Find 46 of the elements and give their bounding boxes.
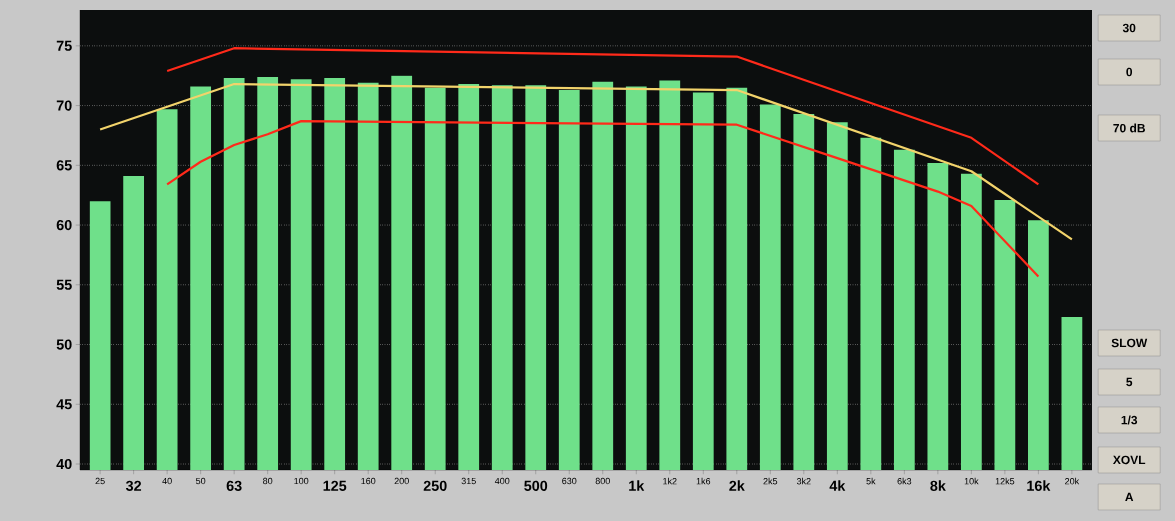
text: 0 xyxy=(1126,67,1133,77)
x-tick-label: 200 xyxy=(394,477,409,485)
x-tick-label: 1k xyxy=(629,480,645,491)
x-tick-label: 16k xyxy=(1027,480,1051,491)
x-tick-label: 800 xyxy=(595,477,610,485)
y-tick-label: 55 xyxy=(56,279,72,290)
x-tick-label: 2k xyxy=(729,480,745,491)
x-tick-label: 315 xyxy=(461,477,476,485)
x-tick-label: 125 xyxy=(323,480,347,491)
x-tick-label: 12k5 xyxy=(995,477,1015,485)
text: 30 xyxy=(1122,23,1136,33)
text: 5 xyxy=(1126,377,1133,387)
y-tick-label: 40 xyxy=(56,458,72,470)
y-tick-label: 45 xyxy=(56,399,72,410)
x-tick-label: 500 xyxy=(524,480,548,491)
x-tick-label: 100 xyxy=(294,477,309,485)
text: A xyxy=(1125,492,1134,502)
x-tick-label: 25 xyxy=(95,477,105,485)
x-tick-label: 1k2 xyxy=(663,477,677,485)
y-tick-label: 75 xyxy=(56,40,72,51)
x-tick-label: 63 xyxy=(226,480,242,491)
text: 70 dB xyxy=(1113,123,1145,133)
x-tick-label: 32 xyxy=(125,480,142,491)
x-tick-label: 250 xyxy=(423,480,447,491)
x-tick-label: 6k3 xyxy=(897,477,912,485)
text: SLOW xyxy=(1111,338,1148,348)
x-tick-label: 400 xyxy=(494,477,510,485)
y-tick-label: 60 xyxy=(56,219,72,231)
x-tick-label: 80 xyxy=(263,477,273,485)
x-tick-label: 1k6 xyxy=(696,477,711,485)
x-tick-label: 20k xyxy=(1065,477,1080,485)
y-tick-label: 50 xyxy=(56,339,72,350)
x-tick-label: 40 xyxy=(162,477,172,485)
x-tick-label: 10k xyxy=(964,477,979,485)
x-tick-label: 50 xyxy=(196,477,206,485)
text: XOVL xyxy=(1112,455,1146,465)
x-tick-label: 3k2 xyxy=(796,477,811,485)
x-tick-label: 2k5 xyxy=(763,477,778,485)
x-tick-label: 5k xyxy=(866,477,876,485)
text: 1/3 xyxy=(1121,415,1138,425)
x-tick-label: 4k xyxy=(829,480,846,491)
x-tick-label: 630 xyxy=(562,477,577,485)
x-tick-label: 8k xyxy=(930,480,946,491)
y-tick-label: 65 xyxy=(56,160,72,171)
y-tick-label: 70 xyxy=(56,100,72,111)
x-tick-label: 160 xyxy=(361,477,376,485)
